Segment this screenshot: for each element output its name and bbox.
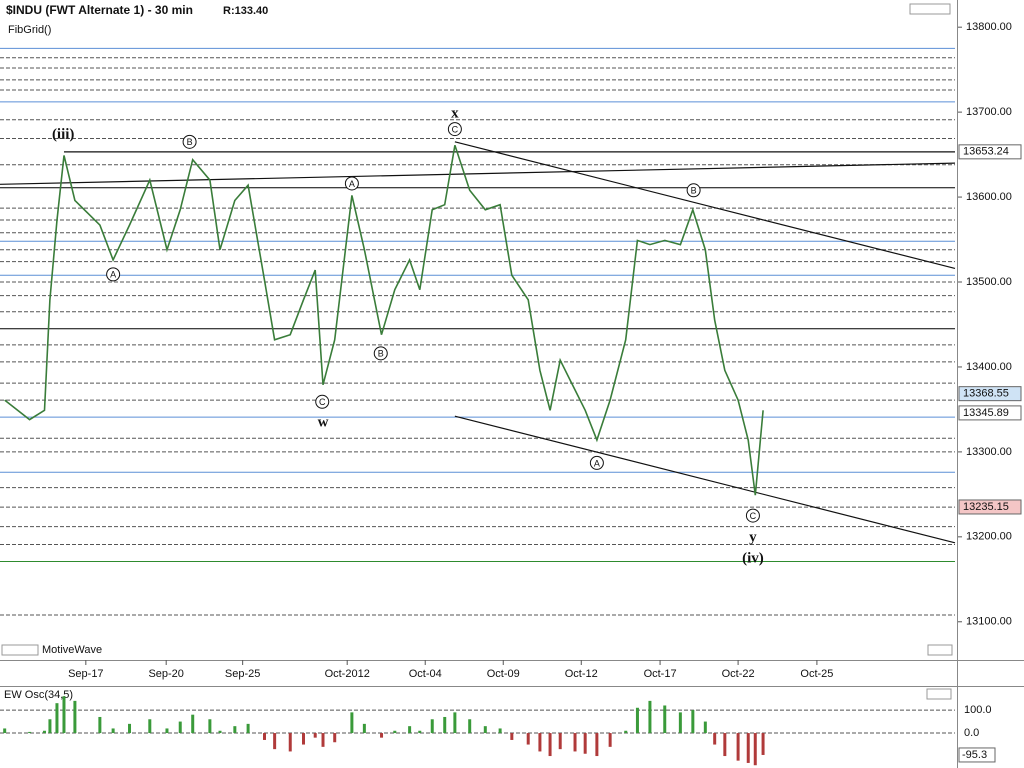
wave-label: B (691, 186, 697, 196)
y-tick-label: 13700.00 (966, 106, 1012, 118)
price-tag (958, 386, 1022, 402)
wave-circle (686, 183, 701, 198)
wave-circle (589, 455, 604, 470)
price-tag-label: 13368.55 (963, 388, 1009, 400)
trend-line (454, 141, 956, 269)
price-tag (958, 499, 1022, 515)
x-tick-label: Oct-22 (722, 668, 755, 680)
y-tick-label: 13600.00 (966, 191, 1012, 203)
x-tick-label: Oct-09 (487, 668, 520, 680)
price-tag-label: 13653.24 (963, 146, 1009, 158)
y-tick-label: 13300.00 (966, 446, 1012, 458)
wave-circle (745, 508, 760, 523)
osc-tick-label: 100.0 (964, 704, 992, 716)
panel-buttons[interactable] (926, 688, 952, 700)
y-tick-label: 13800.00 (966, 21, 1012, 33)
chart-title: $INDU (FWT Alternate 1) - 30 min (6, 3, 193, 17)
price-tag (958, 144, 1022, 160)
brand: MotiveWave (42, 644, 102, 656)
wave-label: y (749, 529, 757, 545)
price-tag (958, 405, 1022, 421)
osc-current-label: -95.3 (962, 749, 987, 761)
wave-label: A (594, 458, 600, 468)
y-tick-label: 13200.00 (966, 531, 1012, 543)
wave-label: B (187, 137, 193, 147)
x-tick-label: Sep-17 (68, 668, 103, 680)
y-tick-label: 13500.00 (966, 276, 1012, 288)
wave-label: w (318, 415, 329, 431)
wave-label: (iii) (52, 127, 75, 143)
y-tick-label: 13100.00 (966, 616, 1012, 628)
wave-label: (iv) (742, 551, 764, 567)
wave-label: C (319, 397, 326, 407)
wave-label: B (378, 349, 384, 359)
wave-label: A (110, 270, 116, 280)
wave-circle (182, 134, 197, 149)
trend-line (0, 162, 956, 185)
x-tick-label: Sep-20 (148, 668, 183, 680)
oscillator-title: EW Osc(34,5) (4, 689, 73, 701)
wave-label: x (451, 105, 459, 121)
wave-label: C (750, 511, 757, 521)
wave-circle (373, 346, 388, 361)
price-tag-label: 13345.89 (963, 407, 1009, 419)
scroll-buttons[interactable] (927, 644, 953, 656)
x-tick-label: Oct-04 (409, 668, 442, 680)
study-label: FibGrid() (8, 24, 51, 36)
x-tick-label: Oct-17 (644, 668, 677, 680)
wave-circle (106, 267, 121, 282)
zoom-buttons[interactable] (1, 644, 39, 656)
x-tick-label: Oct-12 (565, 668, 598, 680)
trend-line (454, 415, 956, 544)
wave-label: A (349, 179, 355, 189)
osc-tick-label: 0.0 (964, 727, 979, 739)
x-tick-label: Sep-25 (225, 668, 260, 680)
x-tick-label: Oct-2012 (325, 668, 370, 680)
nav-buttons[interactable] (909, 3, 951, 15)
nav-icons[interactable] (1, 3, 953, 700)
wave-circle (447, 122, 462, 137)
price-tag-label: 13235.15 (963, 501, 1009, 513)
y-tick-label: 13400.00 (966, 361, 1012, 373)
wave-label: C (452, 124, 459, 134)
chart-subtitle: R:133.40 (223, 5, 268, 17)
osc-current-tag (958, 747, 996, 763)
x-tick-label: Oct-25 (800, 668, 833, 680)
price-line (4, 145, 764, 496)
wave-circle (344, 176, 359, 191)
wave-circle (315, 394, 330, 409)
